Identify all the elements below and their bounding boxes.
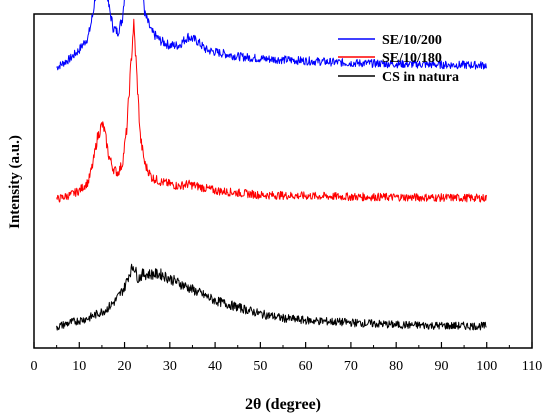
legend-label-2: CS in natura <box>382 70 459 85</box>
x-tick-label-70: 70 <box>344 359 358 374</box>
x-tick-label-30: 30 <box>163 359 177 374</box>
series-line-se-10-180 <box>56 18 487 203</box>
x-tick-label-40: 40 <box>208 359 222 374</box>
legend-label-1: SE/10/180 <box>382 51 442 66</box>
x-axis-ticks: 0 10 20 30 40 50 60 70 80 90 100 110 <box>31 342 542 374</box>
x-axis-label: 2θ (degree) <box>245 396 321 413</box>
x-tick-label-60: 60 <box>299 359 313 374</box>
y-axis-label: Intensity (a.u.) <box>7 135 23 229</box>
x-tick-label-50: 50 <box>253 359 267 374</box>
x-tick-label-100: 100 <box>476 359 497 374</box>
x-tick-label-0: 0 <box>31 359 38 374</box>
plot-frame <box>33 13 533 349</box>
x-tick-label-80: 80 <box>389 359 403 374</box>
series-line-cs-in-natura <box>56 263 487 331</box>
legend: SE/10/200 SE/10/180 CS in natura <box>338 33 459 85</box>
series-line-se-10-200 <box>56 0 487 71</box>
x-tick-label-110: 110 <box>522 359 542 374</box>
x-tick-label-10: 10 <box>72 359 86 374</box>
legend-label-0: SE/10/200 <box>382 33 442 48</box>
x-tick-label-90: 90 <box>434 359 448 374</box>
series-lines <box>56 0 487 331</box>
x-tick-label-20: 20 <box>118 359 132 374</box>
